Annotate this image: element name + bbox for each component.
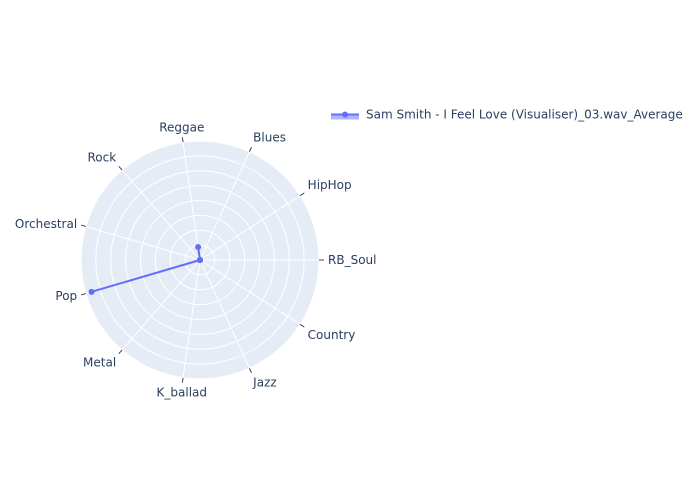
angular-grid-spoke xyxy=(182,259,201,378)
angular-tick-label-country: Country xyxy=(308,328,356,342)
angular-grid-spoke xyxy=(199,259,301,325)
angular-tick-mark xyxy=(299,192,305,197)
angular-grid-spoke xyxy=(85,225,201,261)
angular-tick-label-rock: Rock xyxy=(87,150,116,164)
angular-grid-spoke xyxy=(199,259,250,369)
angular-grid-spoke xyxy=(121,259,201,351)
legend[interactable]: Sam Smith - I Feel Love (Visualiser)_03.… xyxy=(331,108,683,122)
angular-tick-mark xyxy=(118,165,123,171)
angular-tick-mark xyxy=(299,323,305,328)
angular-tick-label-rb-soul: RB_Soul xyxy=(328,253,376,267)
data-point-reggae[interactable] xyxy=(195,244,202,251)
angular-tick-label-pop: Pop xyxy=(55,289,77,303)
angular-grid-spoke xyxy=(182,142,201,261)
angular-tick-label-reggae: Reggae xyxy=(159,120,204,134)
angular-tick-mark xyxy=(80,293,86,296)
polar-grid xyxy=(80,140,320,380)
angular-axis: RB_Soul HipHop Blues Reggae Rock Orchestral Po… xyxy=(15,120,377,399)
angular-grid-spoke xyxy=(199,151,250,261)
data-point-country[interactable] xyxy=(197,257,203,263)
angular-tick-label-jazz: Jazz xyxy=(252,375,277,389)
angular-tick-mark xyxy=(248,368,252,374)
angular-grid-spoke xyxy=(199,195,301,261)
angular-grid-spoke xyxy=(121,169,201,261)
angular-tick-mark xyxy=(181,137,184,143)
angular-tick-mark xyxy=(248,146,252,152)
angular-tick-label-metal: Metal xyxy=(83,356,116,370)
angular-tick-label-blues: Blues xyxy=(253,131,286,145)
angular-tick-mark xyxy=(80,224,86,227)
angular-tick-mark xyxy=(181,377,184,383)
angular-tick-mark xyxy=(118,349,123,355)
data-point-pop[interactable] xyxy=(88,288,95,295)
angular-tick-label-k-ballad: K_ballad xyxy=(157,386,207,400)
legend-item-label[interactable]: Sam Smith - I Feel Love (Visualiser)_03.… xyxy=(366,108,683,122)
angular-tick-label-hiphop: HipHop xyxy=(308,178,352,192)
angular-tick-label-orchestral: Orchestral xyxy=(15,217,77,231)
legend-marker xyxy=(342,111,348,118)
series-layer xyxy=(88,244,203,295)
